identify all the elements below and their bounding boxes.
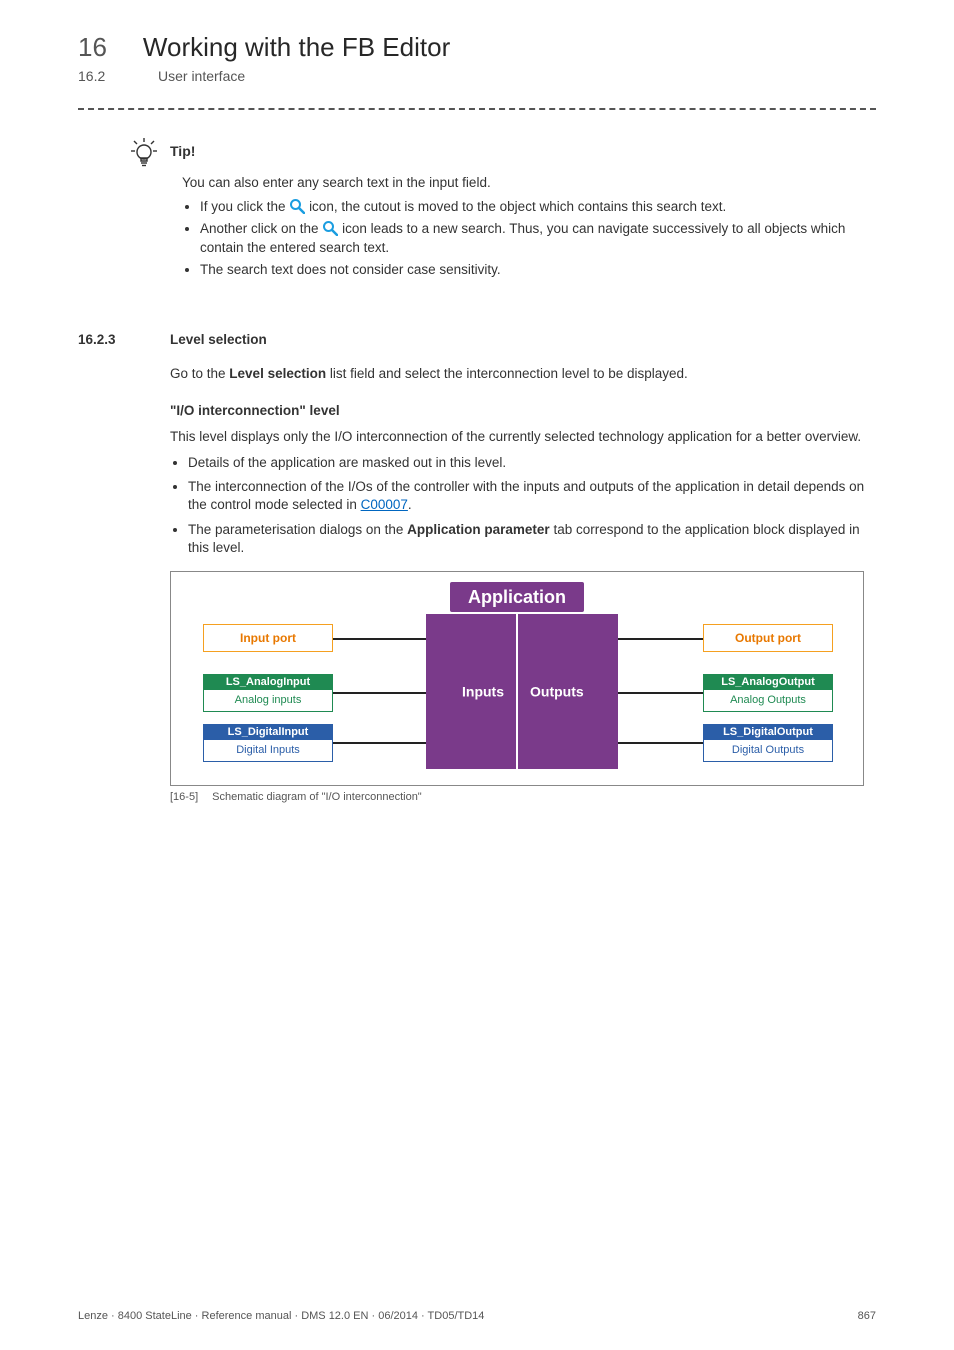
connector: [618, 692, 703, 694]
connector: [333, 638, 426, 640]
connector: [333, 742, 426, 744]
divider: [78, 108, 876, 110]
figure-caption: Schematic diagram of "I/O interconnectio…: [212, 790, 422, 805]
magnifier-icon: [289, 198, 305, 214]
ls-digitaloutput-head: LS_DigitalOutput: [703, 724, 833, 740]
diagram-title: Application: [450, 582, 584, 612]
tip-bullet-1: If you click the icon, the cutout is mov…: [200, 198, 876, 216]
connector: [333, 692, 426, 694]
ls-digitalinput-body: Digital Inputs: [203, 740, 333, 762]
ls-analogoutput-body: Analog Outputs: [703, 690, 833, 712]
page-number: 867: [858, 1309, 876, 1324]
diagram-inputs-panel: Inputs: [426, 614, 516, 769]
footer-text: Lenze · 8400 StateLine · Reference manua…: [78, 1309, 484, 1324]
diagram-inputs-label: Inputs: [462, 682, 504, 701]
section-number: 16.2.3: [78, 331, 140, 349]
body-bullet-3: The parameterisation dialogs on the Appl…: [188, 521, 876, 557]
diagram-outputs-label: Outputs: [530, 682, 584, 701]
body-bullet-2: The interconnection of the I/Os of the c…: [188, 478, 876, 514]
ls-analogoutput-head: LS_AnalogOutput: [703, 674, 833, 690]
lightbulb-icon: [130, 138, 158, 168]
subchapter-title: User interface: [158, 67, 245, 86]
ls-analoginput-body: Analog inputs: [203, 690, 333, 712]
figure-ref: [16-5]: [170, 790, 198, 805]
tip-bullet-3: The search text does not consider case s…: [200, 261, 876, 279]
diagram-outputs-panel: Outputs: [518, 614, 618, 769]
connector: [618, 638, 703, 640]
connector: [618, 742, 703, 744]
ls-digitalinput-head: LS_DigitalInput: [203, 724, 333, 740]
tip-label: Tip!: [170, 138, 195, 168]
input-port-box: Input port: [203, 624, 333, 652]
section-intro: Go to the Level selection list field and…: [170, 365, 876, 383]
ls-digitaloutput-body: Digital Outputs: [703, 740, 833, 762]
magnifier-icon: [322, 220, 338, 236]
ls-analoginput-head: LS_AnalogInput: [203, 674, 333, 690]
section-title: Level selection: [170, 331, 267, 349]
output-port-box: Output port: [703, 624, 833, 652]
tip-bullet-2: Another click on the icon leads to a new…: [200, 220, 876, 256]
subsection-heading: "I/O interconnection" level: [170, 402, 876, 420]
tip-intro: You can also enter any search text in th…: [182, 174, 876, 192]
subsection-text: This level displays only the I/O interco…: [170, 428, 876, 446]
code-link[interactable]: C00007: [361, 497, 408, 512]
chapter-title: Working with the FB Editor: [143, 30, 450, 65]
io-diagram: Application Inputs Outputs Input port LS…: [170, 571, 864, 786]
subchapter-number: 16.2: [78, 67, 122, 86]
body-bullet-1: Details of the application are masked ou…: [188, 454, 876, 472]
chapter-number: 16: [78, 30, 107, 65]
